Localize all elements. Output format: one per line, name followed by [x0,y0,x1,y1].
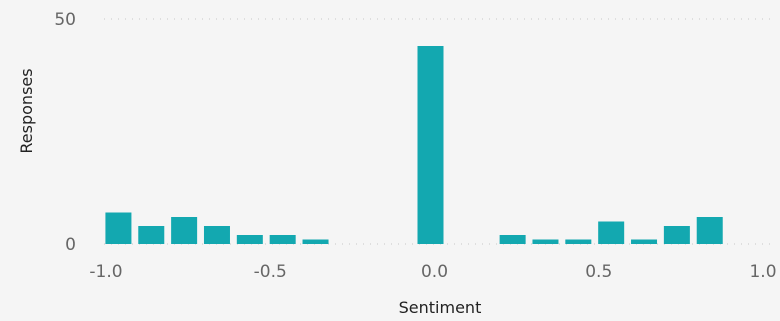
tick-labels: 0 50 -1.0 -0.5 0.0 0.5 1.0 [54,10,776,282]
bar[interactable] [598,221,625,245]
x-tick-label: -0.5 [254,262,287,282]
bars [105,46,723,245]
x-tick-label: -1.0 [89,262,122,282]
bar[interactable] [302,239,329,245]
x-tick-label: 0.0 [421,262,448,282]
bar[interactable] [417,46,444,244]
y-tick-label: 50 [54,10,76,30]
bar[interactable] [631,239,658,245]
y-axis-title: Responses [17,68,36,153]
x-axis-title: Sentiment [399,298,482,317]
bar[interactable] [105,212,132,245]
bar[interactable] [269,235,296,244]
bar[interactable] [663,226,690,244]
x-tick-label: 0.5 [585,262,612,282]
bar[interactable] [138,226,165,244]
bar[interactable] [171,217,198,244]
y-tick-label: 0 [65,235,76,255]
bar[interactable] [236,235,263,244]
bar[interactable] [499,235,526,244]
bar[interactable] [532,239,559,245]
x-tick-label: 1.0 [749,262,776,282]
bar[interactable] [565,239,592,245]
bar[interactable] [203,226,230,244]
bar[interactable] [696,217,723,244]
